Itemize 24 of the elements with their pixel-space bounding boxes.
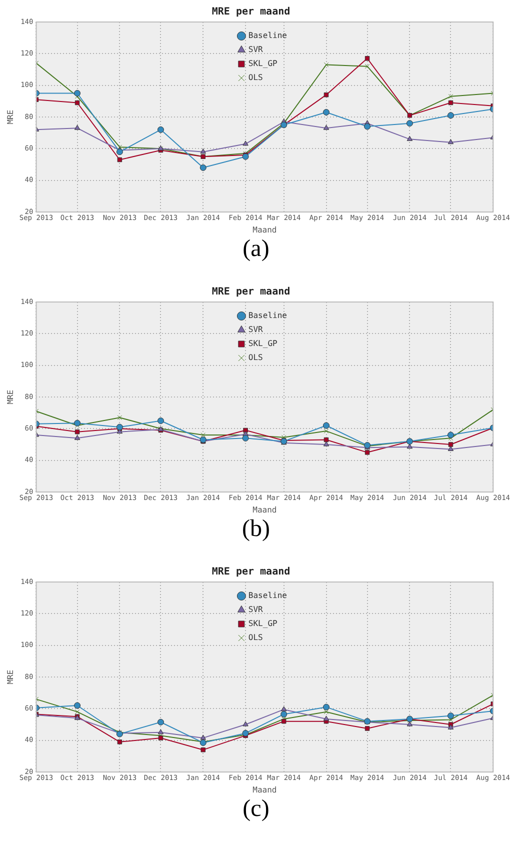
chart-title: MRE per maand xyxy=(212,6,290,18)
text: (b) xyxy=(241,516,271,543)
legend-label: OLS xyxy=(248,73,264,82)
y-axis-title: MRE xyxy=(6,390,15,404)
y-axis-title: MRE xyxy=(6,670,15,684)
legend-label: OLS xyxy=(248,353,264,362)
x-axis-title: Maand xyxy=(252,505,277,514)
chart-title: MRE per maand xyxy=(212,566,290,578)
legend-label: Baseline xyxy=(248,311,288,320)
legend-label: Baseline xyxy=(248,591,288,600)
legend-label: SVR xyxy=(248,325,264,334)
chart-title: MRE per maand xyxy=(212,286,290,298)
y-axis-title: MRE xyxy=(6,110,15,124)
x-axis-title: Maand xyxy=(252,225,277,234)
legend-label: Baseline xyxy=(248,31,288,40)
x-axis-title: Maand xyxy=(252,785,277,794)
legend-label: SVR xyxy=(248,45,264,54)
text: (a) xyxy=(242,236,270,263)
legend-label: SKL_GP xyxy=(248,619,278,628)
legend-label: SKL_GP xyxy=(248,339,278,348)
legend-label: SVR xyxy=(248,605,264,614)
text: (c) xyxy=(242,796,270,823)
legend-label: SKL_GP xyxy=(248,59,278,68)
legend-label: OLS xyxy=(248,633,264,642)
